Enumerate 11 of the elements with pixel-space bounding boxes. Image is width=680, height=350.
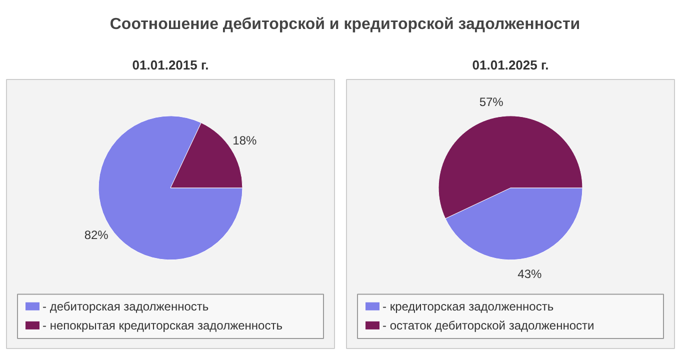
data-label: 82% — [84, 228, 109, 242]
legend-label: - непокрытая кредиторская задолженность — [42, 318, 282, 332]
data-label: 18% — [232, 134, 258, 148]
chart-title: 01.01.2025 г. — [472, 58, 549, 72]
chart-title: 01.01.2015 г. — [132, 58, 209, 72]
text: Соотношение дебиторской и кредиторской задолженности — [110, 15, 580, 35]
legend-label: - дебиторская задолженность — [42, 299, 209, 314]
legend-label: - кредиторская задолженность — [382, 299, 554, 314]
data-label: 43% — [518, 266, 542, 281]
legend-label: - остаток дебиторской задолженности — [382, 318, 594, 332]
data-label: 57% — [479, 94, 504, 109]
